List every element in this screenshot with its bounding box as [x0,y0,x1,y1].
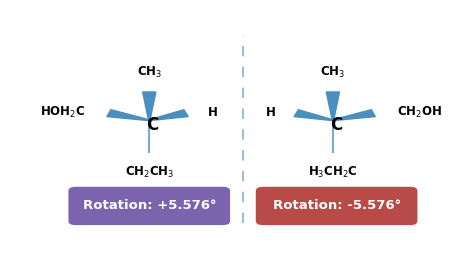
Text: CH$_{2}$OH: CH$_{2}$OH [397,105,442,120]
FancyBboxPatch shape [256,187,418,225]
Polygon shape [149,110,188,121]
Text: CH$_{3}$: CH$_{3}$ [137,65,162,80]
Text: H: H [208,106,218,119]
Text: H: H [266,106,276,119]
Polygon shape [143,92,156,120]
Text: C: C [146,116,158,134]
Text: H$_{3}$CH$_{2}$C: H$_{3}$CH$_{2}$C [308,165,358,180]
Polygon shape [326,92,339,120]
Polygon shape [294,110,333,121]
Polygon shape [333,110,375,121]
Text: HOH$_{2}$C: HOH$_{2}$C [40,105,85,120]
Text: Rotation: +5.576°: Rotation: +5.576° [82,199,216,212]
Text: CH$_{3}$: CH$_{3}$ [320,65,346,80]
FancyBboxPatch shape [68,187,230,225]
Polygon shape [107,110,149,121]
Text: C: C [330,116,342,134]
Text: Rotation: -5.576°: Rotation: -5.576° [273,199,401,212]
Text: CH$_{2}$CH$_{3}$: CH$_{2}$CH$_{3}$ [125,165,174,180]
